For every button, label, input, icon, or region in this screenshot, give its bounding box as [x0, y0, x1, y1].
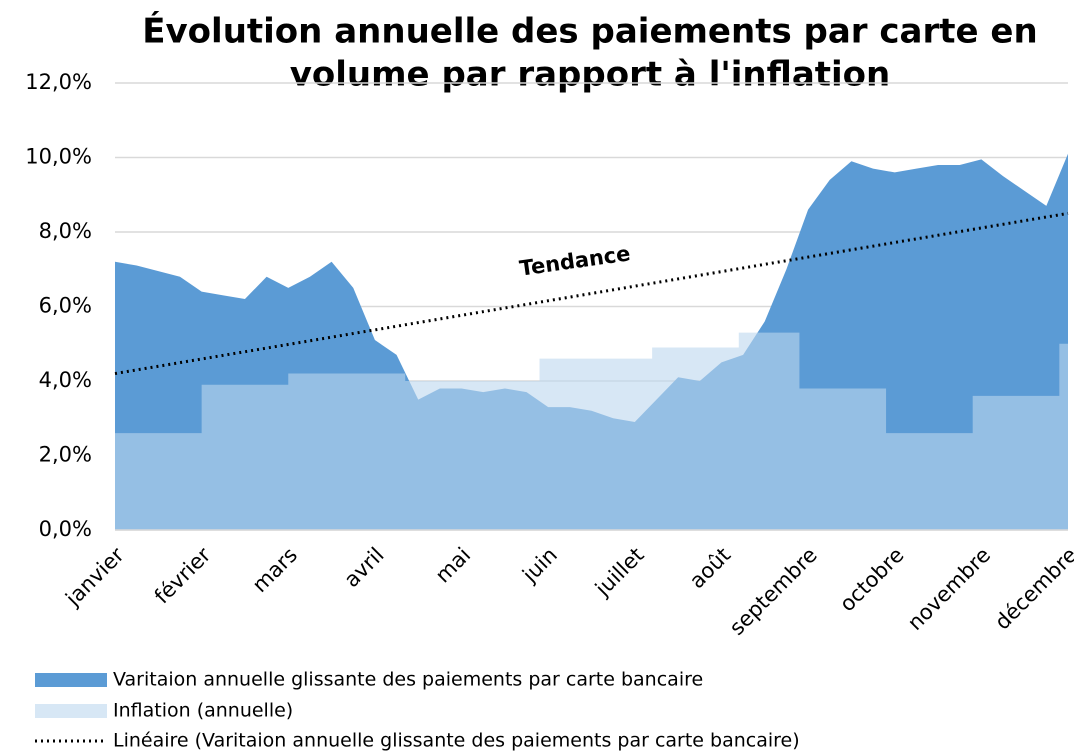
- x-tick-label: février: [150, 543, 216, 609]
- legend-label: Inflation (annuelle): [113, 700, 293, 722]
- y-tick-label: 8,0%: [39, 219, 92, 243]
- x-tick-label: janvier: [60, 543, 129, 612]
- y-tick-label: 0,0%: [39, 517, 92, 541]
- legend-label: Varitaion annuelle glissante des paiemen…: [113, 669, 703, 691]
- x-tick-label: octobre: [835, 543, 908, 616]
- x-tick-label: mai: [431, 543, 476, 588]
- area: [115, 332, 1068, 530]
- x-tick-label: septembre: [725, 543, 822, 640]
- x-tick-label: novembre: [903, 543, 995, 635]
- x-tick-label: avril: [339, 543, 388, 592]
- chart-title: volume par rapport à l'inflation: [290, 55, 891, 95]
- legend-label: Linéaire (Varitaion annuelle glissante d…: [113, 730, 800, 752]
- annotation: Tendance: [518, 241, 632, 280]
- legend-swatch: [35, 704, 107, 718]
- y-tick-label: 10,0%: [25, 145, 92, 169]
- y-tick-label: 2,0%: [39, 443, 92, 467]
- x-tick-label: juillet: [590, 543, 649, 602]
- y-tick-label: 6,0%: [39, 294, 92, 318]
- legend-swatch: [35, 673, 107, 687]
- y-tick-label: 4,0%: [39, 368, 92, 392]
- x-tick-label: juin: [517, 543, 562, 588]
- x-tick-label: décembre: [990, 543, 1074, 635]
- x-tick-label: mars: [248, 543, 302, 597]
- chart-title: Évolution annuelle des paiements par car…: [142, 11, 1037, 52]
- trend-line: [114, 211, 1069, 376]
- y-tick-label: 12,0%: [25, 70, 92, 94]
- x-tick-label: août: [685, 543, 735, 593]
